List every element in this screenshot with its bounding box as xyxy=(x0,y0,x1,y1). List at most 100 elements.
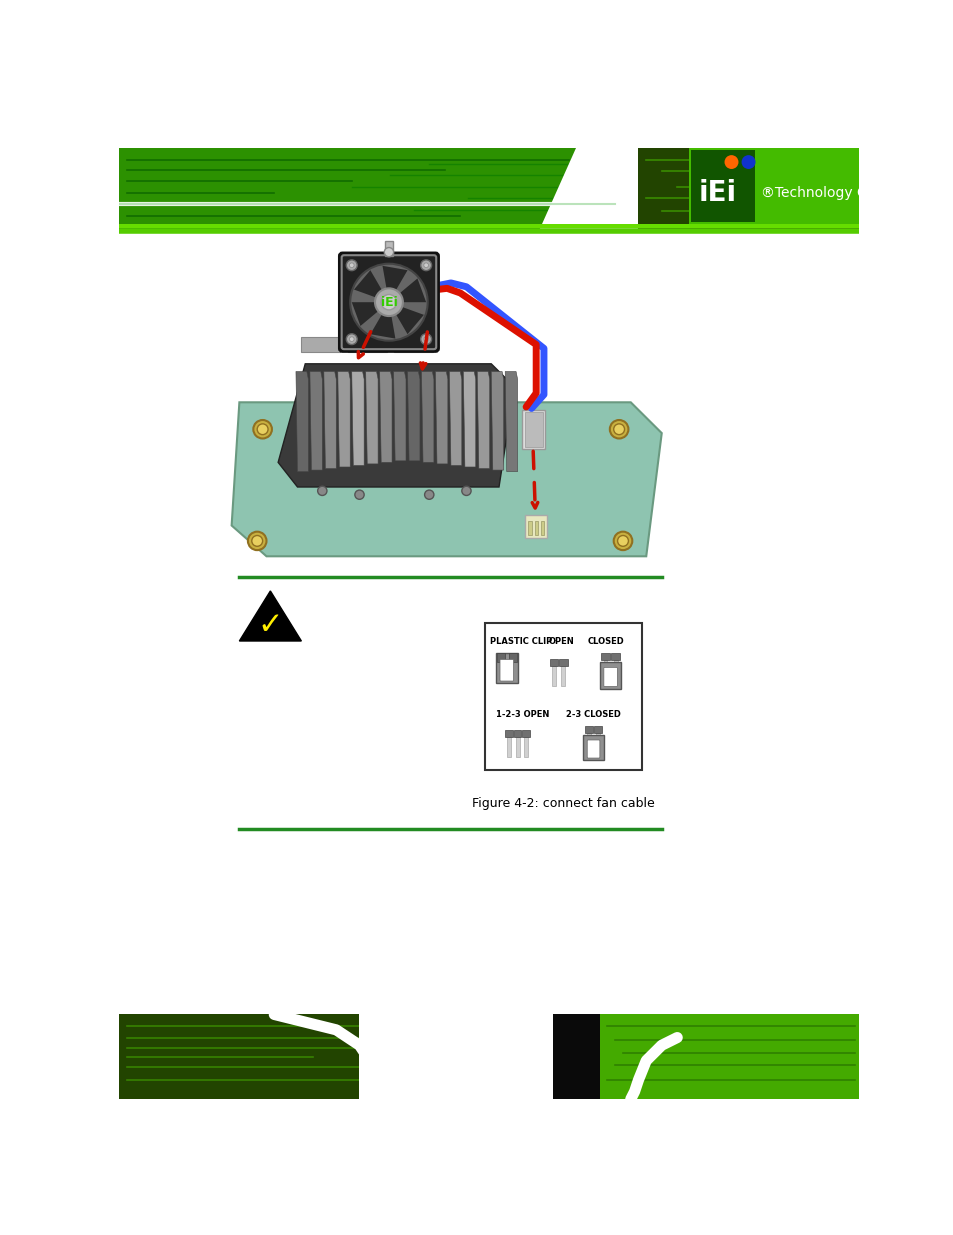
Text: ✓: ✓ xyxy=(257,611,283,640)
Polygon shape xyxy=(382,266,407,296)
Circle shape xyxy=(613,424,624,435)
FancyBboxPatch shape xyxy=(499,659,513,680)
Polygon shape xyxy=(463,372,476,467)
Bar xyxy=(521,730,530,737)
Bar xyxy=(496,652,517,683)
Polygon shape xyxy=(505,372,517,472)
Polygon shape xyxy=(435,372,447,464)
Polygon shape xyxy=(278,364,514,487)
Circle shape xyxy=(349,263,354,268)
Text: 1-2-3 OPEN: 1-2-3 OPEN xyxy=(496,710,549,719)
Text: OPEN: OPEN xyxy=(548,637,574,646)
Bar xyxy=(523,737,528,757)
Bar xyxy=(528,521,531,535)
Bar xyxy=(688,148,858,225)
Polygon shape xyxy=(337,372,350,467)
Bar xyxy=(507,737,511,757)
Bar xyxy=(599,662,620,689)
Bar xyxy=(691,149,754,222)
Polygon shape xyxy=(323,372,335,468)
Circle shape xyxy=(424,490,434,499)
Text: iEi: iEi xyxy=(380,295,396,309)
Circle shape xyxy=(740,156,755,169)
Circle shape xyxy=(253,420,272,438)
Bar xyxy=(525,515,546,537)
Polygon shape xyxy=(421,372,434,462)
Polygon shape xyxy=(392,304,423,335)
Circle shape xyxy=(346,333,356,345)
Bar xyxy=(359,1014,553,1099)
Bar xyxy=(484,624,641,769)
Circle shape xyxy=(609,420,628,438)
Text: Figure 4-2: connect fan cable: Figure 4-2: connect fan cable xyxy=(472,798,654,810)
Bar xyxy=(558,658,567,667)
Polygon shape xyxy=(449,372,461,466)
Bar xyxy=(594,726,601,734)
Bar xyxy=(603,661,607,680)
Bar xyxy=(599,1014,858,1099)
Bar xyxy=(584,726,593,734)
Circle shape xyxy=(423,337,428,341)
Text: ®Technology Corp.: ®Technology Corp. xyxy=(760,185,893,200)
Circle shape xyxy=(461,487,471,495)
Bar xyxy=(505,730,513,737)
Text: CLOSED: CLOSED xyxy=(587,637,623,646)
Circle shape xyxy=(423,263,428,268)
Circle shape xyxy=(346,259,356,270)
Circle shape xyxy=(420,333,431,345)
Circle shape xyxy=(257,424,268,435)
FancyBboxPatch shape xyxy=(587,740,599,758)
Circle shape xyxy=(349,337,354,341)
Polygon shape xyxy=(407,372,419,461)
Bar xyxy=(534,521,537,535)
Text: iEi: iEi xyxy=(699,179,737,206)
Bar xyxy=(549,658,558,667)
Bar xyxy=(508,652,517,662)
Circle shape xyxy=(252,536,262,546)
Text: 2-3 CLOSED: 2-3 CLOSED xyxy=(566,710,620,719)
Bar xyxy=(348,337,386,352)
Bar xyxy=(119,148,858,233)
Polygon shape xyxy=(352,303,384,326)
Circle shape xyxy=(355,490,364,499)
Bar xyxy=(301,337,340,352)
Bar xyxy=(613,661,617,680)
Polygon shape xyxy=(370,308,395,338)
Circle shape xyxy=(248,531,266,550)
Circle shape xyxy=(381,294,396,310)
Polygon shape xyxy=(379,372,392,462)
Bar xyxy=(583,735,603,761)
Bar xyxy=(119,148,599,233)
Bar xyxy=(611,652,619,661)
Bar xyxy=(514,730,521,737)
Bar xyxy=(552,667,556,687)
Polygon shape xyxy=(394,278,426,303)
Circle shape xyxy=(723,156,738,169)
Polygon shape xyxy=(491,372,503,471)
Polygon shape xyxy=(232,403,661,556)
Text: PLASTIC CLIP: PLASTIC CLIP xyxy=(489,637,552,646)
Polygon shape xyxy=(352,372,364,466)
Circle shape xyxy=(350,264,427,341)
Polygon shape xyxy=(239,592,301,641)
Circle shape xyxy=(420,259,431,270)
Polygon shape xyxy=(365,372,377,464)
Circle shape xyxy=(375,288,402,316)
Bar xyxy=(540,521,543,535)
Polygon shape xyxy=(295,372,308,472)
Bar xyxy=(600,652,610,661)
Circle shape xyxy=(613,531,632,550)
Bar xyxy=(521,410,545,448)
Polygon shape xyxy=(394,372,406,461)
Bar xyxy=(119,1014,858,1099)
Circle shape xyxy=(317,487,327,495)
Bar xyxy=(385,241,393,256)
Polygon shape xyxy=(537,148,638,233)
Polygon shape xyxy=(476,372,489,468)
Bar xyxy=(497,652,504,662)
Bar xyxy=(586,734,590,753)
Bar xyxy=(596,734,599,753)
Polygon shape xyxy=(354,270,385,300)
Bar xyxy=(524,411,542,447)
Bar xyxy=(119,224,858,228)
